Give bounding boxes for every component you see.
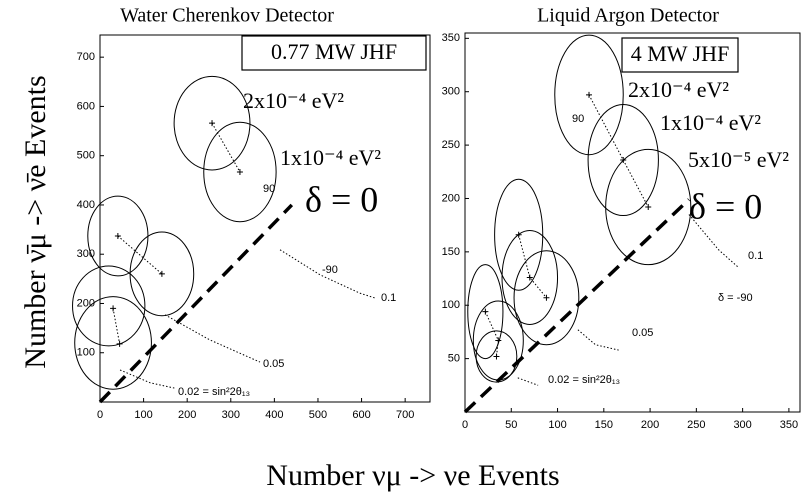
contour-ellipse — [587, 104, 659, 217]
x-tick-label: 300 — [733, 419, 751, 431]
annotation: 1x10⁻⁴ eV² — [280, 145, 381, 170]
delta-zero-line — [98, 203, 294, 404]
contour-ellipse — [501, 230, 559, 325]
y-tick-label: 200 — [442, 192, 460, 204]
x-tick-label: 250 — [687, 419, 705, 431]
y-tick-label: 400 — [77, 199, 95, 211]
annotation: 5x10⁻⁵ eV² — [688, 147, 789, 172]
annotation: δ = 0 — [689, 186, 762, 226]
annotation: 2x10⁻⁴ eV² — [628, 77, 729, 102]
center-marker — [543, 294, 550, 301]
curve — [119, 369, 176, 389]
center-marker — [116, 340, 123, 347]
contour-ellipse — [203, 121, 277, 223]
y-tick-label: 300 — [442, 86, 460, 98]
x-tick-label: 300 — [222, 409, 240, 421]
y-tick-label: 100 — [77, 347, 95, 359]
center-marker — [586, 91, 593, 98]
x-tick-label: 350 — [780, 419, 798, 431]
center-marker — [515, 231, 522, 238]
contour-ellipse — [494, 178, 544, 291]
delta-zero-line — [463, 198, 691, 414]
center-marker — [110, 305, 117, 312]
x-tick-label: 150 — [595, 419, 613, 431]
annotation: 1x10⁻⁴ eV² — [660, 110, 761, 135]
curve — [211, 122, 241, 173]
x-tick-label: 500 — [309, 409, 327, 421]
x-tick-label: 100 — [548, 419, 566, 431]
contour-ellipse — [475, 330, 518, 383]
y-axis-label: Number ν̄μ -> ν̄e Events — [19, 75, 52, 368]
center-marker — [482, 308, 489, 315]
x-tick-label: 100 — [134, 409, 152, 421]
chart-title: Liquid Argon Detector — [537, 5, 719, 27]
center-marker — [526, 274, 533, 281]
contour-ellipse — [467, 264, 504, 360]
y-tick-label: 600 — [77, 100, 95, 112]
annotation: 90 — [572, 113, 584, 125]
annotation: 90 — [263, 183, 275, 195]
curve — [279, 249, 376, 299]
contour-ellipse — [605, 148, 692, 266]
curve — [164, 314, 261, 363]
annotation: -90 — [322, 264, 338, 276]
annotation: 0.02 = sin²2θ₁₃ — [178, 386, 250, 398]
x-tick-label: 0 — [462, 419, 468, 431]
x-tick-label: 200 — [641, 419, 659, 431]
contour-ellipse — [74, 296, 152, 390]
y-tick-label: 200 — [77, 297, 95, 309]
contour-ellipse — [173, 75, 251, 171]
beam-label: 0.77 MW JHF — [271, 39, 397, 64]
curve — [112, 308, 121, 344]
curve — [517, 377, 539, 386]
annotation: 0.02 = sin²2θ₁₃ — [548, 374, 620, 386]
chart-title: Water Cherenkov Detector — [120, 5, 334, 27]
annotation: 0.05 — [263, 358, 284, 370]
center-marker — [209, 120, 216, 127]
annotation: 0.1 — [381, 292, 396, 304]
center-marker — [620, 157, 627, 164]
y-tick-label: 100 — [442, 299, 460, 311]
beam-box — [241, 35, 427, 71]
x-tick-label: 700 — [396, 409, 414, 421]
plot-frame — [464, 32, 801, 413]
center-marker — [114, 232, 121, 239]
x-tick-label: 0 — [97, 409, 103, 421]
y-tick-label: 300 — [77, 248, 95, 260]
annotation: 0.1 — [748, 250, 763, 262]
center-marker — [645, 204, 652, 211]
center-marker — [236, 168, 243, 175]
contour-ellipse — [513, 250, 580, 346]
y-tick-label: 350 — [442, 32, 460, 44]
center-marker — [493, 353, 500, 360]
x-axis-label: Number νμ -> νe Events — [266, 459, 559, 492]
y-tick-label: 250 — [442, 139, 460, 151]
annotation: 0.05 — [632, 327, 653, 339]
contour-ellipse — [72, 265, 146, 347]
center-marker — [158, 270, 165, 277]
plot-frame — [99, 34, 431, 403]
annotation: 2x10⁻⁴ eV² — [243, 88, 344, 113]
beam-box — [621, 37, 739, 73]
curve — [577, 329, 619, 351]
curve — [688, 214, 740, 269]
y-tick-label: 500 — [77, 150, 95, 162]
x-tick-label: 600 — [352, 409, 370, 421]
contour-ellipse — [554, 34, 624, 156]
curve — [518, 234, 547, 299]
annotation: δ = 0 — [305, 179, 378, 219]
y-tick-label: 50 — [448, 353, 460, 365]
annotation: δ = -90 — [718, 292, 753, 304]
x-tick-label: 50 — [505, 419, 517, 431]
x-tick-label: 200 — [178, 409, 196, 421]
x-tick-label: 400 — [265, 409, 283, 421]
y-tick-label: 700 — [77, 51, 95, 63]
center-marker — [495, 337, 502, 344]
y-tick-label: 150 — [442, 246, 460, 258]
curve — [117, 235, 163, 275]
contour-ellipse — [472, 300, 524, 381]
beam-label: 4 MW JHF — [631, 41, 730, 66]
